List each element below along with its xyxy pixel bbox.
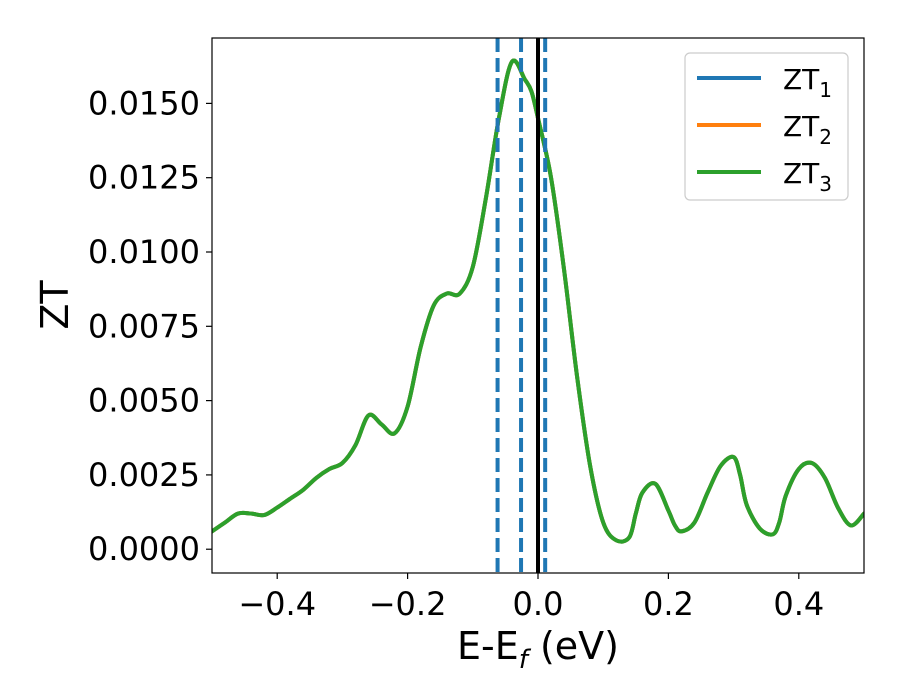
y-axis-label: ZT bbox=[33, 280, 77, 330]
y-tick-label: 0.0100 bbox=[88, 233, 200, 271]
y-tick-label: 0.0025 bbox=[88, 456, 200, 494]
vertical-lines-layer bbox=[495, 38, 548, 573]
legend-label-2: ZT2 bbox=[783, 110, 832, 149]
y-tick-label: 0.0150 bbox=[88, 84, 200, 122]
legend-frame bbox=[684, 52, 849, 201]
legend-label-1: ZT1 bbox=[783, 63, 832, 102]
y-axis-ticks: 0.0000 0.0025 0.0050 0.0075 0.0100 0.0125 0.01… bbox=[88, 84, 212, 568]
x-tick-label: 0.0 bbox=[513, 585, 564, 623]
series-layer bbox=[212, 58, 864, 544]
y-tick-label: 0.0075 bbox=[88, 307, 200, 345]
x-tick-label: −0.4 bbox=[238, 585, 316, 623]
x-tick-label: 0.2 bbox=[643, 585, 694, 623]
x-axis-label-suffix: (eV) bbox=[528, 624, 619, 668]
legend-label-main: ZT bbox=[783, 110, 820, 143]
y-tick-label: 0.0125 bbox=[88, 159, 200, 197]
legend-label-sub: 2 bbox=[819, 125, 832, 149]
x-axis-ticks: −0.4 −0.2 0.0 0.2 0.4 bbox=[238, 573, 824, 623]
x-tick-label: −0.2 bbox=[369, 585, 447, 623]
legend-label-sub: 3 bbox=[819, 172, 832, 196]
legend-label-main: ZT bbox=[783, 157, 820, 190]
x-axis-label: E-Ef (eV) bbox=[457, 624, 619, 675]
x-tick-label: 0.4 bbox=[773, 585, 824, 623]
legend-label-3: ZT3 bbox=[783, 157, 832, 196]
y-tick-label: 0.0000 bbox=[88, 530, 200, 568]
x-axis-label-main: E-E bbox=[457, 624, 519, 668]
y-tick-label: 0.0050 bbox=[88, 382, 200, 420]
series-line-3 bbox=[212, 58, 864, 544]
legend-label-sub: 1 bbox=[819, 78, 832, 102]
legend-label-main: ZT bbox=[783, 63, 820, 96]
